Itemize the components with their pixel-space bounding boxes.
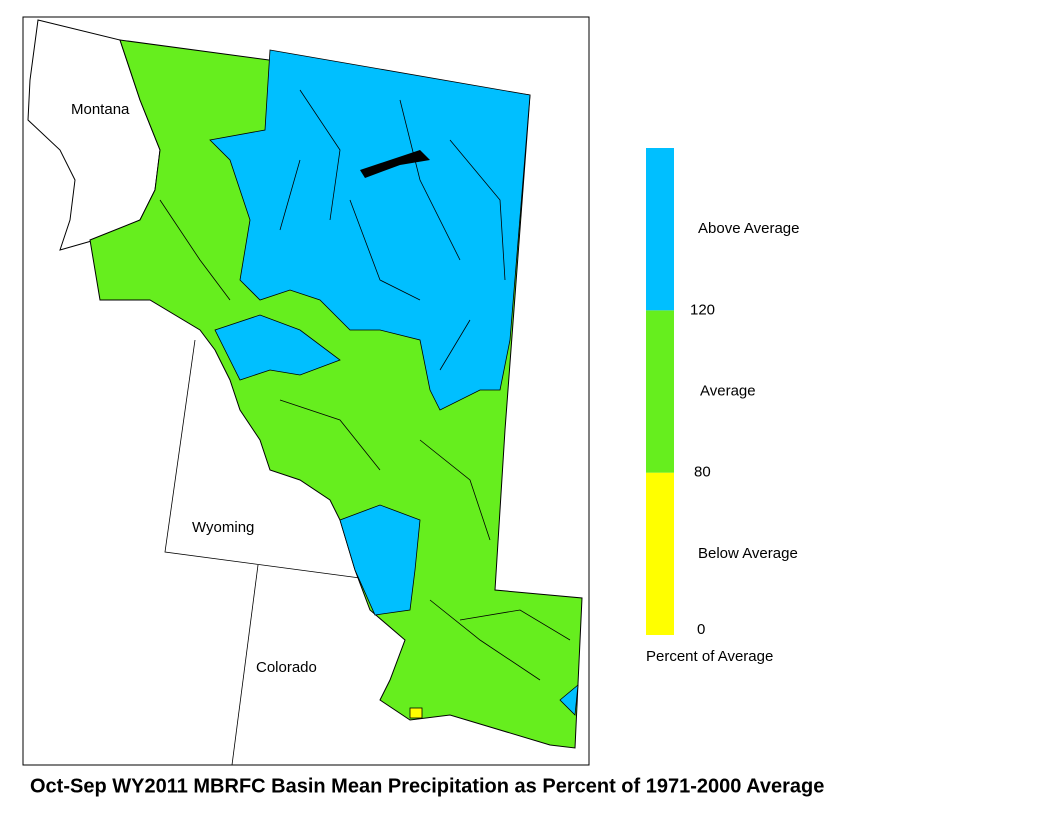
state-label: Wyoming [192,519,254,536]
legend-tick-label: 80 [694,464,711,481]
legend-label: Above Average [698,220,799,237]
legend-tick-label: 120 [690,301,715,318]
legend-title: Percent of Average [646,648,773,665]
legend-tick-label: 0 [697,621,705,638]
state-label: Montana [71,101,130,118]
legend: Below Average Average Above Average 0 80 120 [646,148,799,638]
state-label: Colorado [256,659,317,676]
legend-swatch [646,148,674,311]
legend-label: Average [700,382,756,399]
legend-swatch [646,472,674,635]
legend-swatch [646,310,674,473]
legend-label: Below Average [698,545,798,562]
caption: Oct-Sep WY2011 MBRFC Basin Mean Precipit… [30,775,824,797]
map [27,19,583,766]
